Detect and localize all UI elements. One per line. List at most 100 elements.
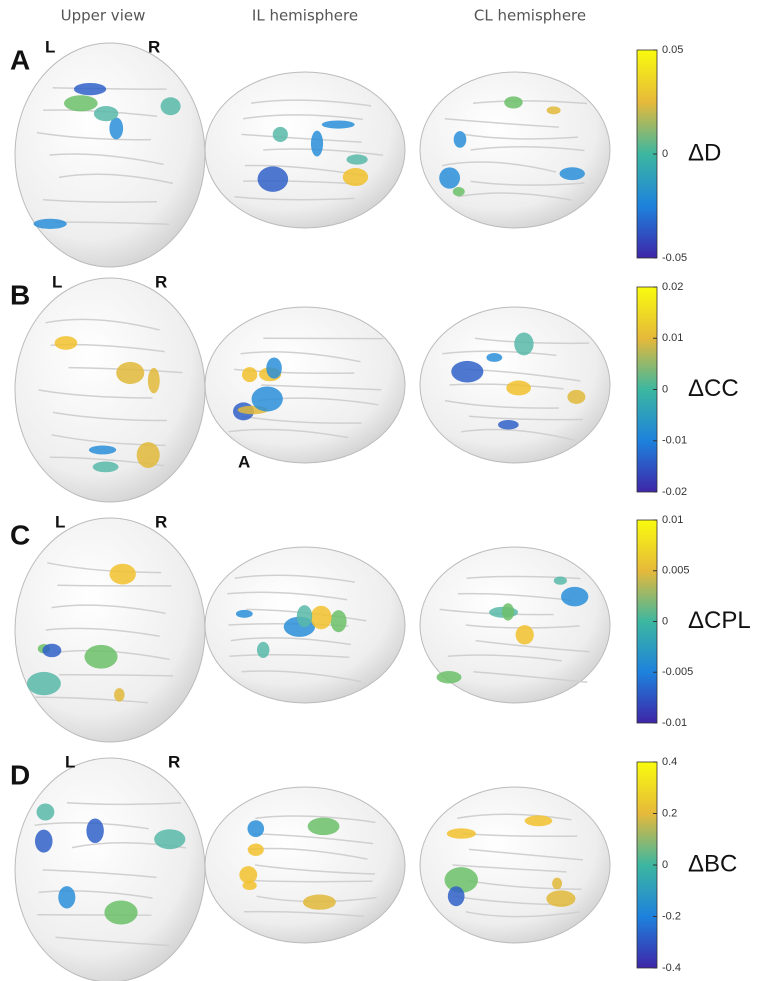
activation — [486, 353, 503, 362]
sulcus — [57, 584, 172, 587]
colorbar-tick-label: 0.01 — [662, 332, 683, 344]
sulcus — [242, 114, 364, 121]
sulcus — [45, 627, 160, 638]
sulcus — [47, 562, 162, 574]
activation — [552, 877, 563, 890]
sulcus — [461, 428, 576, 442]
activation — [453, 131, 467, 148]
column-header: Upper view — [61, 7, 146, 25]
activation — [506, 380, 531, 396]
activation — [88, 445, 117, 455]
sulcus — [457, 592, 572, 602]
sulcus — [59, 674, 174, 677]
sulcus — [457, 192, 572, 201]
activation — [114, 688, 125, 702]
sulcus — [261, 384, 382, 391]
sulcus — [55, 936, 170, 947]
sulcus — [42, 199, 157, 203]
sulcus — [240, 351, 361, 363]
sulcus — [475, 639, 590, 653]
colorbar-tick-label: -0.01 — [662, 717, 687, 729]
colorbar-tick-label: 0.02 — [662, 281, 683, 293]
colorbar-tick-label: 0.2 — [662, 807, 677, 819]
sulcus — [254, 864, 376, 875]
left-label: L — [45, 37, 55, 56]
activation — [73, 82, 107, 96]
panel-letter: D — [10, 759, 30, 790]
activation — [501, 603, 515, 621]
colorbar-tick-label: -0.01 — [662, 435, 687, 447]
sulcus — [452, 864, 567, 873]
colorbar-tick-label: -0.02 — [662, 486, 687, 498]
activation — [160, 97, 181, 116]
sulcus — [230, 637, 351, 646]
sulcus — [228, 428, 349, 439]
activation — [342, 168, 369, 187]
activation — [92, 461, 119, 473]
measure-label: ΔBC — [688, 850, 737, 877]
activation — [524, 815, 553, 827]
activation — [296, 605, 313, 628]
brain — [204, 786, 406, 944]
sulcus — [463, 133, 579, 140]
sulcus — [241, 670, 362, 683]
sulcus — [470, 146, 585, 152]
activation — [58, 886, 76, 909]
activation — [235, 609, 253, 618]
activation — [136, 442, 160, 468]
measure-label: ΔD — [688, 139, 721, 166]
activation — [36, 803, 55, 821]
sulcus — [253, 833, 374, 845]
activation — [451, 360, 484, 383]
sulcus — [36, 131, 151, 141]
sulcus — [447, 654, 562, 662]
brain — [204, 71, 406, 229]
activation — [561, 586, 589, 607]
activation — [84, 644, 118, 669]
sulcus — [38, 890, 153, 899]
activation — [452, 186, 465, 197]
colorbar-tick-label: 0.01 — [662, 514, 683, 526]
activation — [447, 886, 465, 907]
colorbar-tick-label: -0.2 — [662, 910, 681, 922]
sulcus — [442, 350, 557, 357]
colorbar-tick-label: 0 — [662, 615, 668, 627]
sulcus — [444, 118, 559, 128]
activation — [559, 167, 585, 181]
activation — [247, 843, 264, 856]
sulcus — [45, 318, 160, 331]
activation — [147, 367, 160, 394]
sulcus — [227, 591, 348, 601]
activation — [34, 829, 53, 853]
activation — [42, 643, 62, 658]
sulcus — [468, 848, 584, 861]
activation — [26, 671, 61, 696]
activation — [272, 126, 288, 142]
sulcus — [472, 100, 588, 105]
brain — [419, 71, 611, 229]
sulcus — [252, 879, 373, 883]
activation — [109, 117, 124, 140]
sulcus — [241, 133, 362, 143]
sulcus — [234, 574, 355, 583]
right-label: R — [148, 37, 160, 56]
sulcus — [467, 879, 582, 891]
right-label: R — [168, 752, 180, 771]
sulcus — [42, 869, 157, 879]
colorbar-tick-label: -0.4 — [662, 962, 681, 974]
activation — [239, 866, 258, 884]
activation — [553, 576, 567, 585]
measure-label: ΔCPL — [688, 607, 751, 634]
activation — [86, 818, 104, 844]
sulcus — [52, 411, 167, 422]
sulcus — [66, 802, 182, 806]
activation — [242, 367, 258, 383]
sulcus — [449, 383, 564, 390]
sulcus — [465, 911, 580, 918]
measure-label: ΔCC — [688, 375, 739, 402]
sulcus — [441, 161, 557, 173]
panel-letter: C — [10, 519, 30, 550]
activation — [567, 389, 586, 404]
activation — [116, 361, 145, 385]
sulcus — [466, 575, 581, 580]
